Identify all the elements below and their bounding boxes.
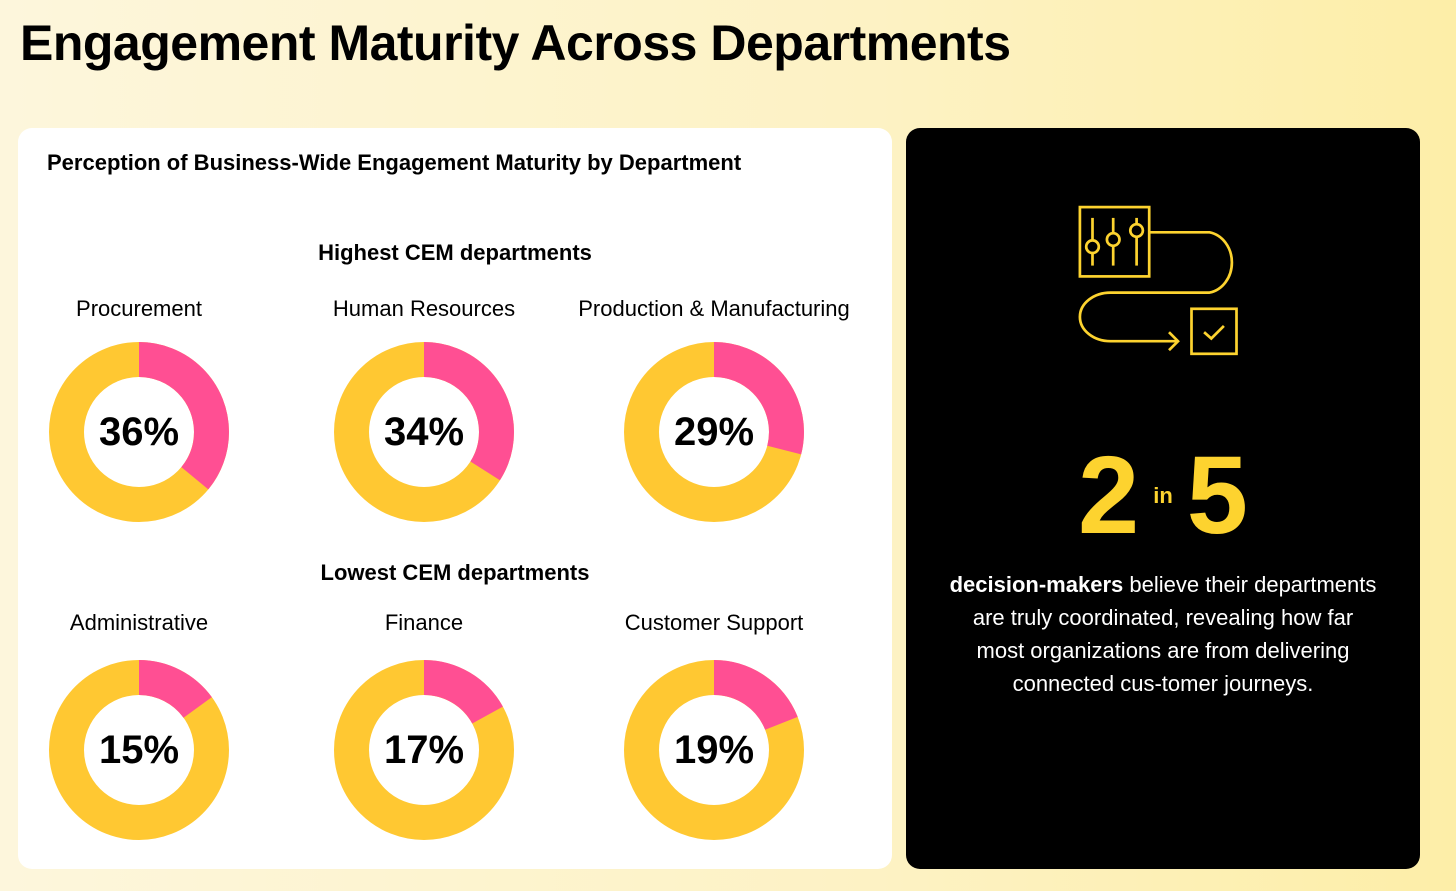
donut-chart: [49, 342, 229, 522]
department-label: Human Resources: [332, 296, 516, 321]
stat-bold: decision-makers: [949, 572, 1124, 597]
stat-description: decision-makers believe their department…: [946, 568, 1380, 700]
chart-card: Perception of Business-Wide Engagement M…: [18, 128, 892, 869]
department-label: Administrative: [69, 610, 209, 635]
stat-panel: 2 in 5 decision-makers believe their depar…: [906, 128, 1420, 869]
donut-chart: [49, 660, 229, 840]
section-heading: Lowest CEM departments: [320, 560, 590, 585]
workflow-sliders-icon: [1078, 205, 1238, 356]
department-label: Procurement: [76, 296, 202, 321]
donut-value-label: 36%: [98, 410, 180, 454]
donut-value-label: 19%: [673, 728, 755, 772]
donut-chart: [624, 660, 804, 840]
donut-value-slice: [334, 660, 514, 840]
donut-chart: [624, 342, 804, 522]
donut-chart: [334, 342, 514, 522]
stat-ratio: 2 in 5: [906, 436, 1420, 556]
stat-denominator: 5: [1186, 434, 1248, 557]
department-label: Customer Support: [624, 610, 804, 635]
donut-value-slice: [49, 342, 229, 522]
chart-title: Perception of Business-Wide Engagement M…: [47, 150, 742, 175]
section-heading: Highest CEM departments: [318, 240, 592, 265]
stat-text: believe their departments are truly coor…: [972, 572, 1377, 696]
department-label: Production & Manufacturing: [578, 296, 850, 321]
donut-value-label: 15%: [98, 728, 180, 772]
donut-value-label: 29%: [673, 410, 755, 454]
donut-value-slice: [624, 342, 804, 522]
donut-value-label: 34%: [383, 410, 465, 454]
donut-value-slice: [49, 660, 229, 840]
donut-value-label: 17%: [383, 728, 465, 772]
page-title: Engagement Maturity Across Departments: [20, 15, 1011, 71]
donut-value-slice: [624, 660, 804, 840]
donut-chart: [334, 660, 514, 840]
stat-in: in: [1153, 483, 1173, 508]
donut-value-slice: [334, 342, 514, 522]
stat-numerator: 2: [1078, 434, 1140, 557]
department-label: Finance: [384, 610, 464, 635]
